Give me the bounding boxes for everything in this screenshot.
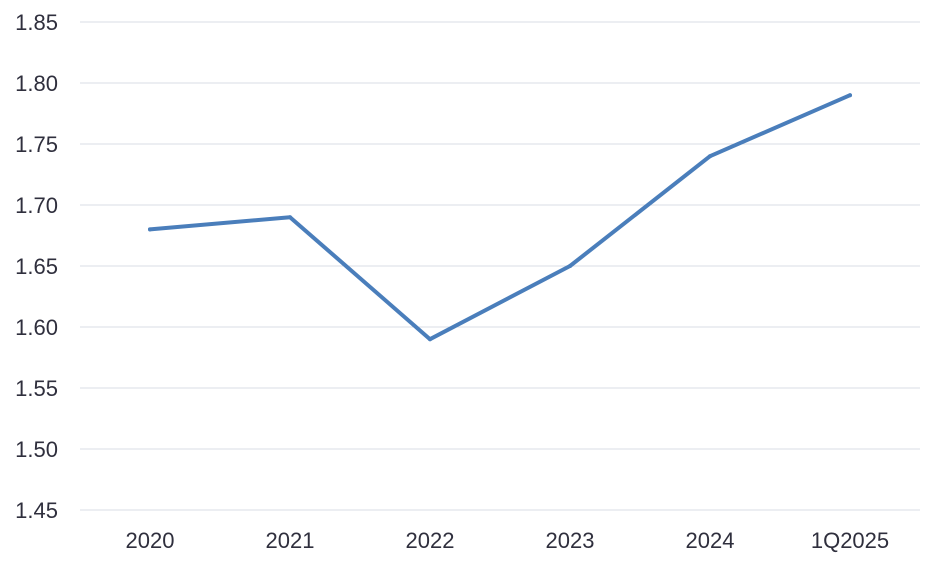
data-point-2021 (288, 215, 292, 220)
y-tick-label: 1.60 (15, 315, 58, 340)
y-tick-label: 1.80 (15, 71, 58, 96)
y-tick-label: 1.55 (15, 376, 58, 401)
y-axis-tick-labels: 1.85 1.80 1.75 1.70 1.65 1.60 1.55 1.50 1.45 (15, 10, 58, 523)
data-point-2023 (568, 264, 572, 268)
x-axis-tick-labels: 2020 2021 2022 2023 2024 1Q2025 (126, 528, 890, 553)
grid-lines (80, 21, 920, 511)
data-point-1Q2025 (848, 93, 852, 98)
series-line-0 (148, 93, 852, 342)
data-point-2024 (708, 154, 712, 159)
y-tick-label: 1.70 (15, 193, 58, 218)
y-tick-label: 1.50 (15, 437, 58, 462)
x-tick-label: 2020 (126, 528, 175, 553)
data-point-2020 (148, 227, 152, 232)
x-tick-label: 2023 (546, 528, 595, 553)
series-layer (148, 93, 852, 342)
x-tick-label: 2024 (686, 528, 735, 553)
x-tick-label: 2021 (266, 528, 315, 553)
y-tick-label: 1.75 (15, 132, 58, 157)
x-tick-label: 2022 (406, 528, 455, 553)
data-point-2022 (428, 337, 432, 342)
y-tick-label: 1.65 (15, 254, 58, 279)
y-tick-label: 1.45 (15, 498, 58, 523)
y-tick-label: 1.85 (15, 10, 58, 35)
x-tick-label: 1Q2025 (811, 528, 889, 553)
